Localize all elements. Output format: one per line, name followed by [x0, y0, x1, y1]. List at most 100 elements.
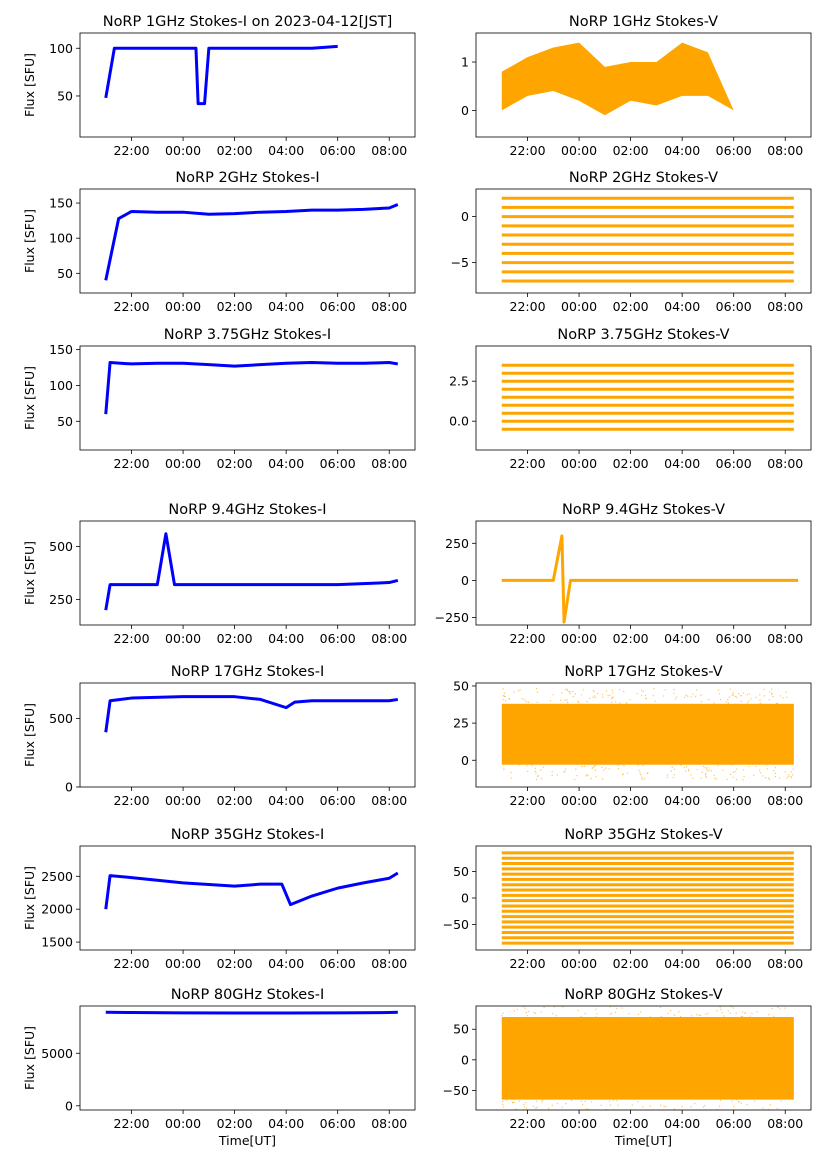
- series-point: [541, 1001, 542, 1002]
- x-tick-label: 22:00: [510, 143, 546, 158]
- series-point: [653, 1112, 654, 1113]
- series-point: [718, 693, 721, 695]
- data-marks: [501, 851, 794, 945]
- axes-frame: [79, 32, 416, 138]
- series-point: [788, 774, 790, 776]
- series-point: [537, 775, 539, 778]
- series-point: [673, 1014, 676, 1016]
- x-tick-label: 06:00: [716, 1116, 752, 1131]
- series-point: [707, 1012, 709, 1014]
- x-tick-label: 04:00: [268, 143, 304, 158]
- series-point: [507, 1116, 508, 1117]
- series-point: [744, 1114, 745, 1115]
- series-point: [586, 701, 588, 703]
- series-point: [562, 1111, 563, 1112]
- data-marks: [501, 42, 799, 116]
- series-point: [725, 1002, 726, 1003]
- series-point: [594, 697, 597, 699]
- series-point: [669, 1010, 672, 1012]
- panel-11: NoRP 35GHz Stokes-I 1500 2000 2500 22:00 00:0…: [22, 827, 416, 971]
- series-point: [577, 701, 580, 704]
- series-envelope: [501, 42, 799, 116]
- x-tick-label: 04:00: [268, 793, 304, 808]
- series-point: [681, 1105, 683, 1108]
- y-tick-label: 2000: [41, 902, 73, 917]
- panel-13: NoRP 80GHz Stokes-I 0 5000 22:00 00:00 02:00 0…: [22, 987, 416, 1148]
- panel-7: NoRP 9.4GHz Stokes-I 250 500 22:00 00:00 02:0…: [22, 502, 416, 646]
- panel-title: NoRP 2GHz Stokes-V: [569, 170, 718, 186]
- series-point: [593, 690, 595, 693]
- series-point: [747, 997, 748, 998]
- series-point: [617, 767, 620, 770]
- series-point: [546, 1116, 547, 1117]
- series-point: [533, 998, 534, 999]
- series-point: [519, 1113, 520, 1114]
- series-point: [556, 774, 559, 776]
- series-point: [707, 767, 709, 769]
- x-tick-label: 22:00: [510, 956, 546, 971]
- series-point: [595, 1008, 597, 1010]
- series-point: [601, 766, 603, 769]
- y-axis-label: Flux [SFU]: [22, 1026, 37, 1090]
- x-tick-label: 00:00: [165, 956, 201, 971]
- series-point: [501, 1014, 503, 1017]
- series-point: [690, 1015, 693, 1017]
- panel-title: NoRP 17GHz Stokes-I: [171, 664, 325, 680]
- series-point: [532, 1105, 535, 1108]
- series-point: [503, 692, 506, 694]
- series-point: [593, 695, 596, 697]
- series-point: [533, 1011, 535, 1014]
- series-point: [534, 770, 537, 773]
- series-point: [537, 774, 539, 777]
- series-point: [590, 777, 592, 780]
- series-point: [698, 1014, 700, 1016]
- series-point: [537, 1001, 538, 1002]
- series-point: [733, 1105, 735, 1108]
- axes-frame: [475, 520, 812, 626]
- series-point: [749, 1015, 751, 1017]
- series-point: [738, 692, 740, 695]
- series-point: [734, 770, 737, 773]
- series-point: [692, 693, 694, 695]
- series-point: [637, 1101, 639, 1103]
- series-point: [551, 771, 553, 773]
- series-point: [662, 695, 665, 697]
- series-point: [623, 690, 625, 693]
- y-tick-label: 250: [49, 592, 73, 607]
- series-point: [502, 1106, 505, 1108]
- x-tick-label: 22:00: [510, 456, 546, 471]
- y-axis-label: Flux [SFU]: [22, 209, 37, 273]
- panel-title: NoRP 3.75GHz Stokes-V: [557, 327, 729, 343]
- series-point: [503, 768, 505, 770]
- axes-frame: [79, 682, 416, 788]
- series-point: [732, 694, 735, 696]
- series-point: [769, 1104, 772, 1106]
- series-point: [725, 701, 728, 703]
- series-point: [715, 1010, 718, 1012]
- series-point: [659, 1104, 662, 1107]
- series-point: [787, 775, 790, 778]
- series-point: [690, 1106, 693, 1108]
- data-marks: [104, 360, 399, 415]
- series-point: [653, 688, 655, 690]
- series-point: [741, 1011, 744, 1013]
- series-point: [665, 1105, 667, 1108]
- x-tick-label: 22:00: [114, 1116, 150, 1131]
- series-point: [728, 696, 731, 698]
- series-point: [713, 774, 715, 776]
- y-tick-label: 2500: [41, 869, 73, 884]
- series-point: [695, 689, 698, 691]
- series-point: [746, 702, 749, 704]
- series-point: [556, 1102, 559, 1104]
- series-point: [565, 1102, 567, 1105]
- series-point: [744, 1012, 747, 1014]
- series-point: [542, 766, 545, 768]
- series-point: [534, 767, 537, 769]
- series-point: [555, 1015, 557, 1017]
- series-point: [679, 1015, 682, 1018]
- y-tick-label: 500: [49, 711, 73, 726]
- y-tick-label: 1500: [41, 935, 73, 950]
- series-point: [601, 778, 604, 780]
- y-tick-label: 0: [461, 103, 469, 118]
- series-point: [534, 1113, 535, 1114]
